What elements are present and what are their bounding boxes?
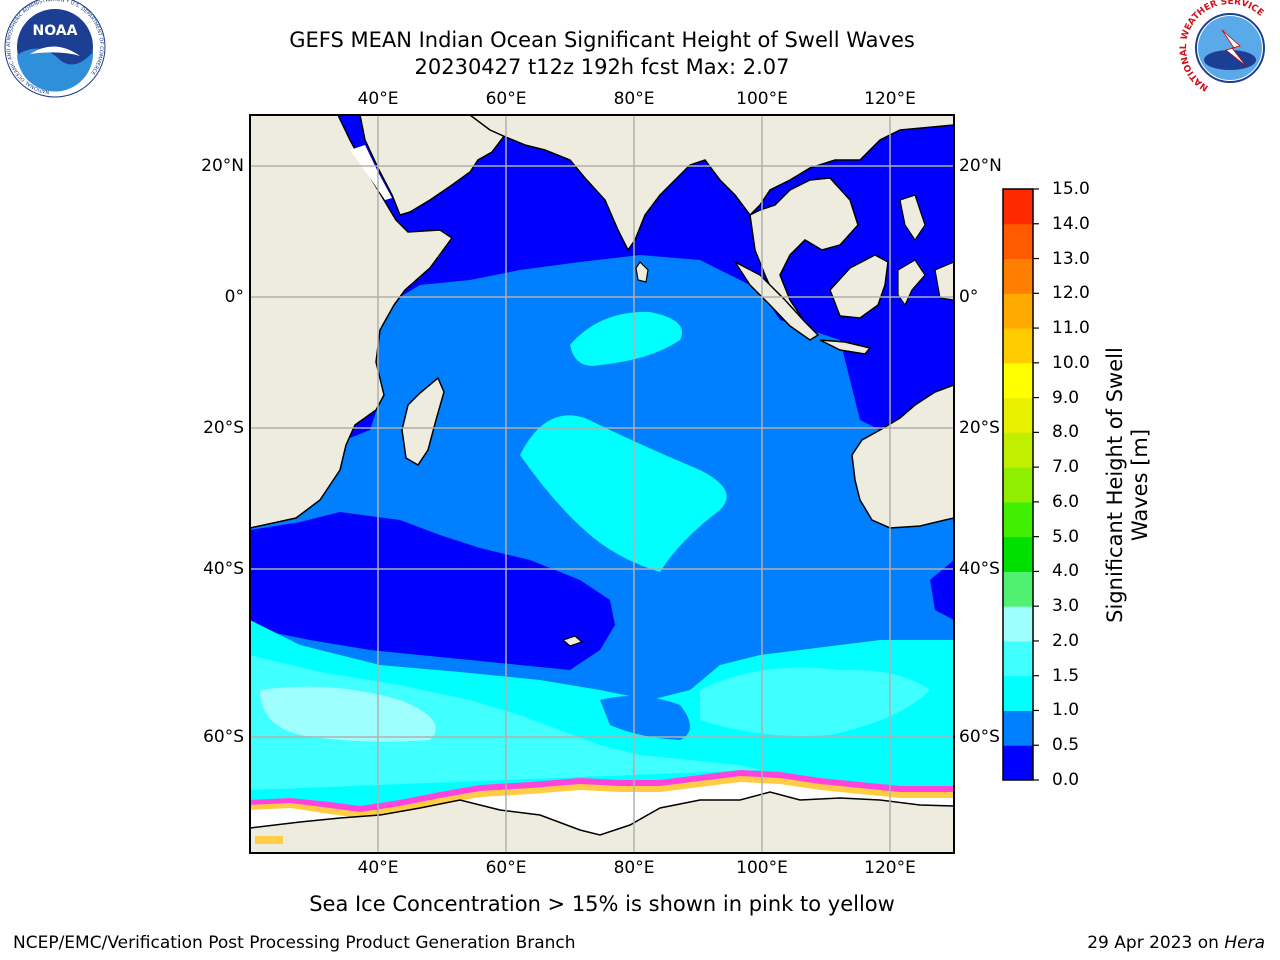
map-area <box>250 115 954 853</box>
colorbar-tick-label: 11.0 <box>1052 318 1090 339</box>
colorbar-segment <box>1003 571 1033 607</box>
lat-label-left-20s: 20°S <box>203 418 244 438</box>
africa <box>250 115 454 529</box>
borneo <box>829 254 889 319</box>
colorbar-tick-label: 8.0 <box>1052 422 1080 443</box>
lon-label-top-80e: 80°E <box>613 89 655 109</box>
sea-ice-note: Sea Ice Concentration > 15% is shown in … <box>309 892 895 916</box>
lat-label-right-20s: 20°S <box>959 418 1000 438</box>
colorbar <box>1002 188 1039 781</box>
colorbar-segment <box>1003 328 1033 364</box>
lat-label-right-40s: 40°S <box>959 559 1000 579</box>
colorbar-tick-label: 7.0 <box>1052 457 1080 478</box>
madagascar <box>401 376 445 467</box>
lat-label-right-60s: 60°S <box>959 727 1000 747</box>
colorbar-segment <box>1003 258 1033 294</box>
lat-label-left-0: 0° <box>224 287 244 307</box>
lat-label-left-40s: 40°S <box>203 559 244 579</box>
lat-label-right-20n: 20°N <box>959 156 1002 176</box>
map-frame <box>249 114 955 854</box>
colorbar-segment <box>1003 189 1033 225</box>
colorbar-title: Significant Height of Swell Waves [m] <box>1103 275 1153 695</box>
graticule <box>250 115 954 853</box>
colorbar-segment <box>1003 745 1033 781</box>
australia <box>851 384 954 529</box>
mid-swell-patch-1 <box>570 311 682 366</box>
lon-label-bottom-100e: 100°E <box>736 858 788 878</box>
lat-label-right-0: 0° <box>959 287 979 307</box>
colorbar-tick-label: 13.0 <box>1052 248 1090 269</box>
colorbar-tick-label: 2.0 <box>1052 630 1080 651</box>
java <box>819 339 872 355</box>
lon-label-bottom-80e: 80°E <box>613 858 655 878</box>
kerguelen <box>561 635 584 647</box>
colorbar-tick-label: 12.0 <box>1052 283 1090 304</box>
antarctica <box>250 791 954 853</box>
lat-label-left-60s: 60°S <box>203 727 244 747</box>
colorbar-tick-label: 0.0 <box>1052 770 1080 790</box>
mid-swell-patch-2 <box>520 415 727 572</box>
colorbar-segment <box>1003 710 1033 746</box>
low-swell-south <box>250 512 615 670</box>
lon-label-top-120e: 120°E <box>864 89 916 109</box>
colorbar-segment <box>1003 293 1033 329</box>
colorbar-title-line1: Significant Height of Swell <box>1103 347 1127 623</box>
colorbar-tick-label: 15.0 <box>1052 179 1090 199</box>
sri-lanka <box>635 261 649 283</box>
colorbar-tick-label: 10.0 <box>1052 352 1090 373</box>
noaa-logo: NOAA NATIONAL OCEANIC AND ATMOSPHERIC AD… <box>4 0 106 98</box>
colorbar-segment <box>1003 432 1033 468</box>
credit-date: 29 Apr 2023 on Hera <box>1087 933 1265 953</box>
south-asia <box>468 115 954 252</box>
colorbar-segment <box>1003 397 1033 433</box>
lon-label-top-60e: 60°E <box>485 89 527 109</box>
colorbar-tick-label: 1.0 <box>1052 700 1080 721</box>
colorbar-segment <box>1003 362 1033 399</box>
credit-branch: NCEP/EMC/Verification Post Processing Pr… <box>13 933 576 953</box>
colorbar-segment <box>1003 467 1033 503</box>
colorbar-segment <box>1003 223 1033 260</box>
chart-title: GEFS MEAN Indian Ocean Significant Heigh… <box>289 28 915 52</box>
chart-subtitle: 20230427 t12z 192h fcst Max: 2.07 <box>414 55 790 79</box>
colorbar-tick-label: 3.0 <box>1052 596 1080 617</box>
colorbar-tick-label: 14.0 <box>1052 213 1090 234</box>
lon-label-bottom-60e: 60°E <box>485 858 527 878</box>
colorbar-segment <box>1003 501 1033 538</box>
colorbar-segment <box>1003 536 1033 572</box>
nws-logo: NATIONAL WEATHER SERVICE <box>1179 0 1278 96</box>
credit-date-text: 29 Apr 2023 on <box>1087 933 1225 953</box>
noaa-wordmark: NOAA <box>33 23 78 39</box>
lon-label-top-100e: 100°E <box>736 89 788 109</box>
colorbar-segment <box>1003 675 1033 711</box>
lon-label-top-40e: 40°E <box>357 89 399 109</box>
colorbar-frame <box>1002 188 1034 781</box>
lat-label-left-20n: 20°N <box>201 156 244 176</box>
colorbar-tick-label: 6.0 <box>1052 491 1080 512</box>
colorbar-segment <box>1003 606 1033 642</box>
sumatra <box>732 260 820 341</box>
credit-host: Hera <box>1224 933 1265 953</box>
colorbar-segment <box>1003 640 1033 677</box>
lon-label-bottom-120e: 120°E <box>864 858 916 878</box>
colorbar-tick-label: 4.0 <box>1052 561 1080 582</box>
colorbar-title-line2: Waves [m] <box>1128 428 1152 542</box>
colorbar-tick-label: 0.5 <box>1052 735 1080 756</box>
arabian-peninsula <box>359 115 506 216</box>
colorbar-tick-label: 9.0 <box>1052 387 1080 408</box>
colorbar-tick-label: 5.0 <box>1052 526 1080 547</box>
lon-label-bottom-40e: 40°E <box>357 858 399 878</box>
colorbar-tick-label: 1.5 <box>1052 665 1080 686</box>
